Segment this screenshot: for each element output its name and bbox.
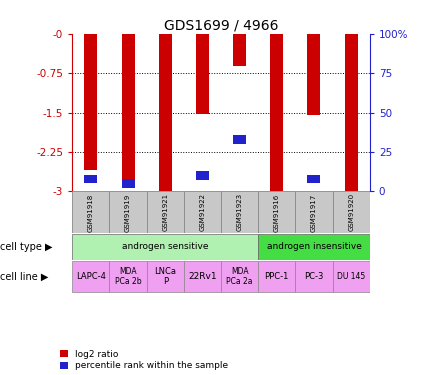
Text: PC-3: PC-3 bbox=[304, 272, 324, 281]
Bar bbox=[307, 174, 320, 183]
Bar bbox=[221, 261, 258, 292]
Text: GSM91919: GSM91919 bbox=[125, 193, 131, 231]
Text: DU 145: DU 145 bbox=[337, 272, 365, 281]
Bar bbox=[184, 261, 221, 292]
Text: GSM91921: GSM91921 bbox=[162, 194, 168, 231]
Bar bbox=[147, 192, 184, 233]
Text: GSM91920: GSM91920 bbox=[348, 194, 354, 231]
Bar bbox=[72, 192, 109, 233]
Text: androgen insensitive: androgen insensitive bbox=[266, 242, 361, 251]
Bar bbox=[332, 192, 370, 233]
Bar bbox=[122, 179, 135, 188]
Text: LAPC-4: LAPC-4 bbox=[76, 272, 106, 281]
Bar bbox=[345, 34, 358, 192]
Text: MDA
PCa 2b: MDA PCa 2b bbox=[115, 267, 142, 286]
Bar bbox=[109, 192, 147, 233]
Text: GSM91917: GSM91917 bbox=[311, 193, 317, 231]
Bar bbox=[159, 34, 172, 192]
Bar bbox=[122, 34, 135, 187]
Title: GDS1699 / 4966: GDS1699 / 4966 bbox=[164, 19, 278, 33]
Bar bbox=[84, 174, 97, 183]
Bar bbox=[233, 135, 246, 144]
Bar bbox=[196, 171, 209, 180]
Bar bbox=[184, 192, 221, 233]
Bar bbox=[196, 34, 209, 114]
Bar bbox=[332, 261, 370, 292]
Bar bbox=[147, 261, 184, 292]
Text: GSM91918: GSM91918 bbox=[88, 193, 94, 231]
Text: GSM91922: GSM91922 bbox=[199, 194, 205, 231]
Text: androgen sensitive: androgen sensitive bbox=[122, 242, 209, 251]
Bar bbox=[233, 34, 246, 66]
Bar bbox=[270, 34, 283, 192]
Text: 22Rv1: 22Rv1 bbox=[188, 272, 217, 281]
Bar bbox=[307, 34, 320, 115]
Legend: log2 ratio, percentile rank within the sample: log2 ratio, percentile rank within the s… bbox=[60, 350, 228, 370]
Text: MDA
PCa 2a: MDA PCa 2a bbox=[227, 267, 253, 286]
Bar bbox=[72, 261, 109, 292]
Bar bbox=[109, 261, 147, 292]
Text: GSM91923: GSM91923 bbox=[237, 194, 243, 231]
Bar bbox=[221, 192, 258, 233]
Text: LNCa
P: LNCa P bbox=[154, 267, 176, 286]
Bar bbox=[258, 234, 370, 260]
Bar bbox=[84, 34, 97, 170]
Bar bbox=[258, 261, 295, 292]
Text: cell line ▶: cell line ▶ bbox=[0, 272, 49, 282]
Bar bbox=[258, 192, 295, 233]
Bar bbox=[72, 234, 258, 260]
Text: GSM91916: GSM91916 bbox=[274, 193, 280, 231]
Text: PPC-1: PPC-1 bbox=[265, 272, 289, 281]
Text: cell type ▶: cell type ▶ bbox=[0, 242, 53, 252]
Bar bbox=[295, 192, 332, 233]
Bar bbox=[295, 261, 332, 292]
